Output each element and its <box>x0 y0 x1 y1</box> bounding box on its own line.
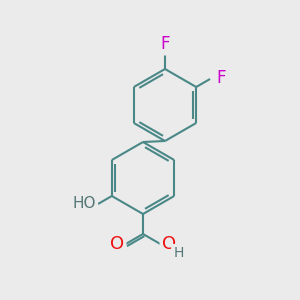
Text: O: O <box>110 235 124 253</box>
Text: F: F <box>216 69 226 87</box>
Text: F: F <box>160 35 170 53</box>
Text: HO: HO <box>72 196 96 211</box>
Text: O: O <box>162 235 176 253</box>
Text: H: H <box>173 246 184 260</box>
